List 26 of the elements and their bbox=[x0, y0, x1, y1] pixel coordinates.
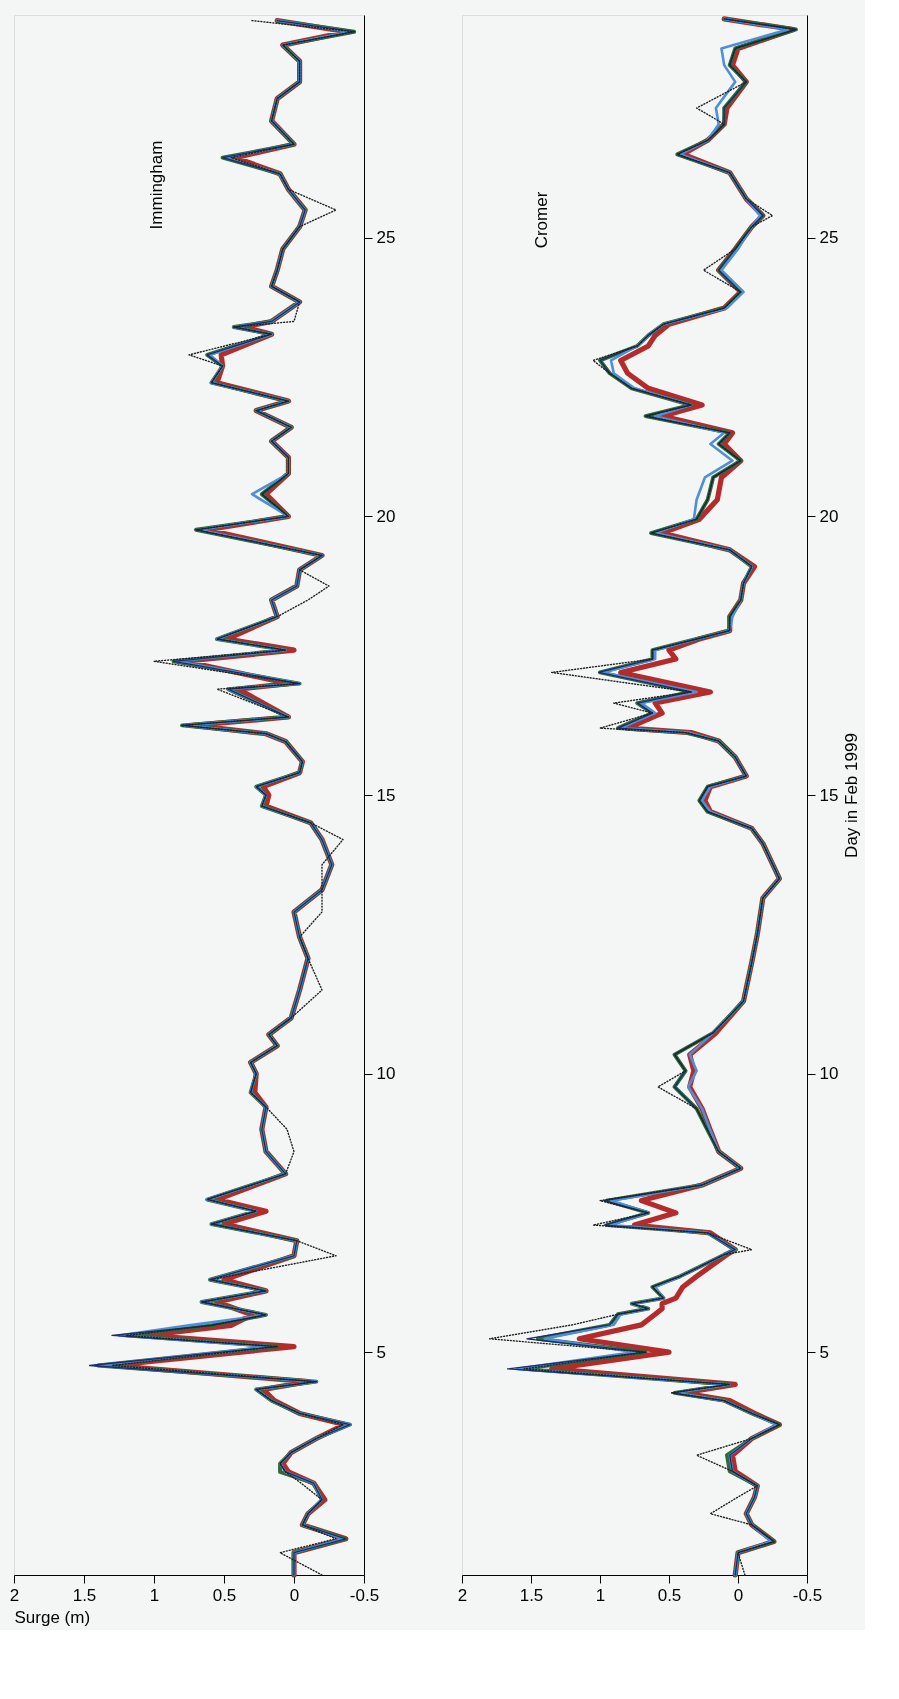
x-tick-label: 0.5 bbox=[212, 1585, 237, 1605]
y-tick-label: 15 bbox=[376, 785, 396, 805]
y-tick-label: 15 bbox=[819, 785, 839, 805]
x-tick-label: 2 bbox=[9, 1585, 20, 1605]
y-tick-label: 25 bbox=[376, 228, 396, 248]
y-tick-label: 10 bbox=[376, 1064, 396, 1084]
x-tick-label: -0.5 bbox=[792, 1585, 823, 1605]
x-axis-title: Surge (m) bbox=[14, 1607, 91, 1627]
y-tick-label: 20 bbox=[376, 506, 396, 526]
text: Cromer bbox=[532, 191, 551, 249]
x-tick-label: 1 bbox=[595, 1585, 606, 1605]
y-tick-label: 5 bbox=[376, 1342, 386, 1362]
x-tick-label: 1.5 bbox=[519, 1585, 544, 1605]
y-axis-title: Day in Feb 1999 bbox=[842, 733, 862, 858]
y-tick-label: 25 bbox=[819, 228, 839, 248]
x-tick-label: 0 bbox=[733, 1585, 744, 1605]
x-tick-label: 1 bbox=[149, 1585, 160, 1605]
y-tick-label: 10 bbox=[819, 1064, 839, 1084]
x-tick-label: -0.5 bbox=[349, 1585, 380, 1605]
x-tick-label: 0.5 bbox=[657, 1585, 682, 1605]
x-tick-label: 0 bbox=[289, 1585, 300, 1605]
x-tick-label: 1.5 bbox=[72, 1585, 97, 1605]
y-tick-label: 20 bbox=[819, 506, 839, 526]
y-tick-label: 5 bbox=[819, 1342, 829, 1362]
x-tick-label: 2 bbox=[457, 1585, 468, 1605]
text: Immingham bbox=[147, 140, 166, 230]
